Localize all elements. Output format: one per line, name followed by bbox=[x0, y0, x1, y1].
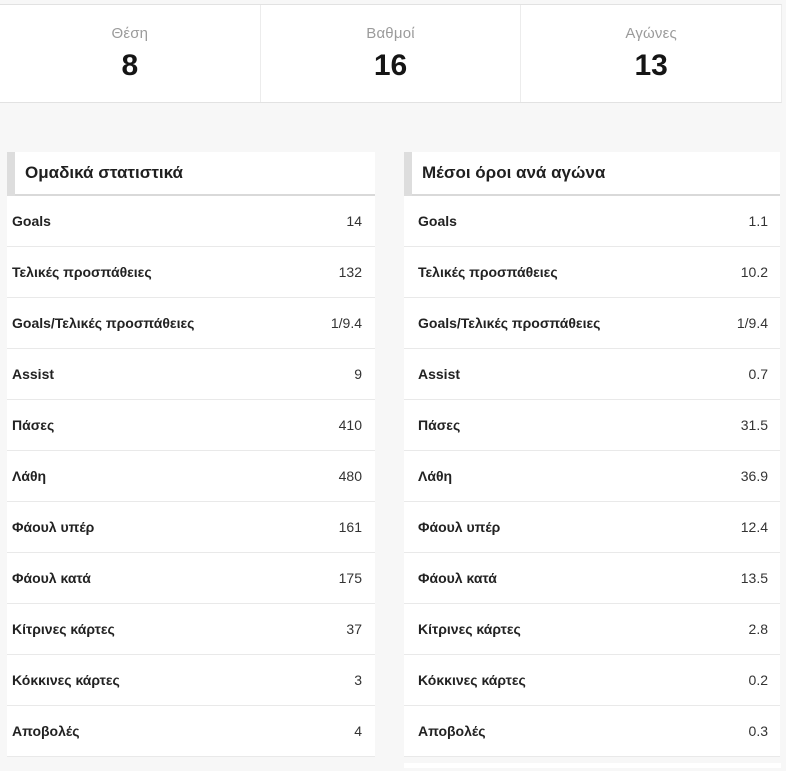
stat-row: Goals 14 bbox=[7, 196, 375, 247]
summary-cell: Αγώνες 13 bbox=[520, 5, 781, 102]
stat-row: Λάθη 480 bbox=[7, 451, 375, 502]
summary-label: Αγώνες bbox=[625, 24, 677, 42]
stat-value: 0.2 bbox=[748, 672, 768, 688]
stat-value: 161 bbox=[338, 519, 362, 535]
next-section-edge bbox=[404, 763, 781, 768]
summary-label: Βαθμοί bbox=[366, 24, 415, 42]
stat-value: 480 bbox=[338, 468, 362, 484]
stat-row: Κίτρινες κάρτες 37 bbox=[7, 604, 375, 655]
stat-label: Κόκκινες κάρτες bbox=[418, 672, 526, 688]
summary-value: 16 bbox=[373, 48, 408, 82]
averages-title: Μέσοι όροι ανά αγώνα bbox=[422, 163, 606, 182]
stat-row: Goals/Τελικές προσπάθειες 1/9.4 bbox=[7, 298, 375, 349]
stat-label: Goals/Τελικές προσπάθειες bbox=[12, 315, 195, 331]
stat-label: Κόκκινες κάρτες bbox=[12, 672, 120, 688]
stat-label: Φάουλ κατά bbox=[418, 570, 497, 586]
stat-row: Κίτρινες κάρτες 2.8 bbox=[404, 604, 780, 655]
stat-row: Κόκκινες κάρτες 3 bbox=[7, 655, 375, 706]
stat-label: Goals bbox=[418, 213, 457, 229]
stat-value: 1/9.4 bbox=[330, 315, 362, 331]
stat-label: Goals/Τελικές προσπάθειες bbox=[418, 315, 601, 331]
stat-value: 36.9 bbox=[740, 468, 768, 484]
stat-value: 175 bbox=[338, 570, 362, 586]
stat-label: Αποβολές bbox=[12, 723, 80, 739]
stat-value: 0.7 bbox=[748, 366, 768, 382]
team-stats-header: Ομαδικά στατιστικά bbox=[7, 152, 375, 196]
stat-row: Φάουλ υπέρ 12.4 bbox=[404, 502, 780, 553]
averages-header: Μέσοι όροι ανά αγώνα bbox=[404, 152, 780, 196]
summary-value: 8 bbox=[121, 48, 139, 82]
stat-label: Αποβολές bbox=[418, 723, 486, 739]
stat-label: Φάουλ υπέρ bbox=[12, 519, 95, 535]
stat-value: 12.4 bbox=[740, 519, 768, 535]
averages-rows: Goals 1.1 Τελικές προσπάθειες 10.2 Goals… bbox=[404, 196, 780, 757]
header-accent-bar bbox=[404, 152, 412, 196]
stat-label: Πάσες bbox=[418, 417, 461, 433]
stat-row: Assist 0.7 bbox=[404, 349, 780, 400]
stat-row: Assist 9 bbox=[7, 349, 375, 400]
stat-row: Πάσες 31.5 bbox=[404, 400, 780, 451]
stat-value: 4 bbox=[354, 723, 362, 739]
stat-row: Φάουλ κατά 175 bbox=[7, 553, 375, 604]
team-stats-card: Ομαδικά στατιστικά Goals 14 Τελικές προσ… bbox=[7, 152, 375, 757]
summary-bar: Θέση 8 Βαθμοί 16 Αγώνες 13 bbox=[0, 4, 782, 103]
stat-value: 14 bbox=[346, 213, 362, 229]
stat-label: Assist bbox=[12, 366, 55, 382]
stat-value: 1/9.4 bbox=[736, 315, 768, 331]
stat-label: Λάθη bbox=[418, 468, 453, 484]
stat-value: 10.2 bbox=[740, 264, 768, 280]
stat-value: 3 bbox=[354, 672, 362, 688]
stat-value: 2.8 bbox=[748, 621, 768, 637]
stat-value: 1.1 bbox=[748, 213, 768, 229]
stat-value: 0.3 bbox=[748, 723, 768, 739]
stat-label: Φάουλ υπέρ bbox=[418, 519, 501, 535]
stat-value: 132 bbox=[338, 264, 362, 280]
stat-label: Λάθη bbox=[12, 468, 47, 484]
stat-value: 410 bbox=[338, 417, 362, 433]
stat-label: Πάσες bbox=[12, 417, 55, 433]
stat-label: Φάουλ κατά bbox=[12, 570, 91, 586]
stat-row: Αποβολές 0.3 bbox=[404, 706, 780, 757]
stat-row: Αποβολές 4 bbox=[7, 706, 375, 757]
summary-cell: Βαθμοί 16 bbox=[259, 5, 521, 102]
stat-row: Φάουλ κατά 13.5 bbox=[404, 553, 780, 604]
stat-label: Κίτρινες κάρτες bbox=[12, 621, 115, 637]
team-stats-title: Ομαδικά στατιστικά bbox=[25, 163, 184, 182]
stat-row: Φάουλ υπέρ 161 bbox=[7, 502, 375, 553]
stat-row: Τελικές προσπάθειες 132 bbox=[7, 247, 375, 298]
stat-value: 31.5 bbox=[740, 417, 768, 433]
summary-value: 13 bbox=[634, 48, 668, 82]
averages-card: Μέσοι όροι ανά αγώνα Goals 1.1 Τελικές π… bbox=[404, 152, 780, 757]
summary-label: Θέση bbox=[111, 24, 149, 42]
stats-columns: Ομαδικά στατιστικά Goals 14 Τελικές προσ… bbox=[0, 152, 786, 757]
stat-label: Τελικές προσπάθειες bbox=[12, 264, 152, 280]
stat-label: Κίτρινες κάρτες bbox=[418, 621, 521, 637]
stat-row: Goals 1.1 bbox=[404, 196, 780, 247]
header-accent-bar bbox=[7, 152, 15, 196]
stat-label: Assist bbox=[418, 366, 461, 382]
stat-value: 9 bbox=[354, 366, 362, 382]
stat-value: 13.5 bbox=[740, 570, 768, 586]
stat-label: Τελικές προσπάθειες bbox=[418, 264, 558, 280]
stat-row: Κόκκινες κάρτες 0.2 bbox=[404, 655, 780, 706]
stat-row: Πάσες 410 bbox=[7, 400, 375, 451]
team-stats-rows: Goals 14 Τελικές προσπάθειες 132 Goals/Τ… bbox=[7, 196, 375, 757]
stat-value: 37 bbox=[346, 621, 362, 637]
stat-row: Goals/Τελικές προσπάθειες 1/9.4 bbox=[404, 298, 780, 349]
summary-cell: Θέση 8 bbox=[0, 5, 260, 102]
stat-label: Goals bbox=[12, 213, 51, 229]
stat-row: Λάθη 36.9 bbox=[404, 451, 780, 502]
stat-row: Τελικές προσπάθειες 10.2 bbox=[404, 247, 780, 298]
